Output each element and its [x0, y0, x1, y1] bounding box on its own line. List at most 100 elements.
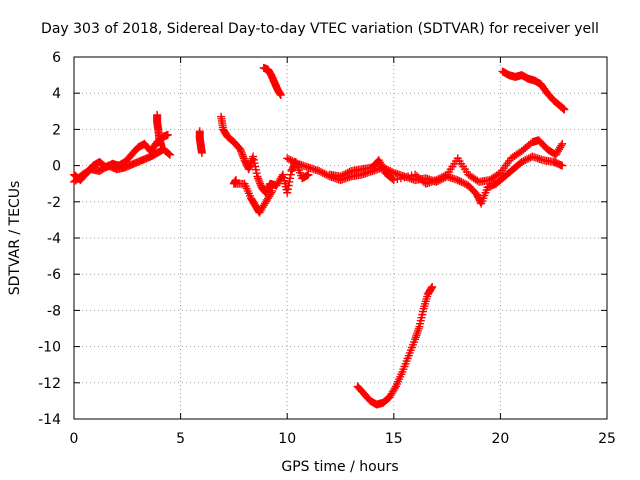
data-point — [345, 167, 354, 176]
data-point — [255, 177, 264, 186]
data-point — [254, 174, 263, 183]
y-tick-label: 4 — [52, 86, 61, 102]
x-tick-label: 25 — [598, 431, 616, 447]
data-point — [163, 130, 172, 139]
y-tick-label: -14 — [38, 412, 61, 428]
data-point — [238, 150, 247, 159]
data-point — [336, 172, 345, 181]
x-tick-label: 20 — [491, 431, 509, 447]
data-point — [276, 91, 285, 100]
y-tick-label: 6 — [52, 50, 61, 66]
data-point — [286, 170, 295, 179]
y-tick-label: -10 — [38, 340, 61, 356]
data-point — [283, 154, 292, 163]
data-point — [434, 175, 443, 184]
series-track-9h-high — [259, 63, 285, 100]
y-tick-label: -4 — [47, 231, 61, 247]
data-point — [165, 150, 174, 159]
data-point — [283, 188, 292, 197]
chart-title: Day 303 of 2018, Sidereal Day-to-day VTE… — [41, 21, 599, 37]
data-point — [237, 147, 246, 156]
series-track-6h — [195, 127, 206, 157]
data-point — [340, 170, 349, 179]
data-point — [557, 141, 566, 150]
data-point — [286, 174, 295, 183]
data-point — [254, 176, 263, 185]
data-point — [453, 176, 462, 185]
series-track-early-b — [70, 145, 174, 186]
data-point — [315, 167, 324, 176]
y-tick-label: 0 — [52, 159, 61, 175]
data-point — [519, 157, 528, 166]
y-tick-label: 2 — [52, 122, 61, 138]
series-track-early-spikes — [153, 110, 166, 150]
data-point — [239, 152, 248, 161]
data-point — [292, 158, 301, 167]
data-point — [286, 156, 295, 165]
x-tick-label: 0 — [70, 431, 79, 447]
data-point — [389, 176, 398, 185]
data-point — [428, 282, 437, 291]
data-point — [494, 170, 503, 179]
data-point — [523, 155, 532, 164]
data-point — [432, 176, 441, 185]
data-point — [396, 174, 405, 183]
data-point — [341, 169, 350, 178]
data-point — [524, 154, 533, 163]
data-point — [268, 186, 277, 195]
data-point — [390, 384, 399, 393]
data-point — [320, 169, 329, 178]
data-point — [558, 139, 567, 148]
data-point — [277, 172, 286, 181]
x-tick-label: 10 — [278, 431, 296, 447]
data-point — [164, 149, 173, 158]
grid-lines — [74, 57, 607, 419]
data-point — [404, 172, 413, 181]
data-point — [284, 181, 293, 190]
data-point — [256, 179, 265, 188]
y-tick-label: -12 — [38, 376, 61, 392]
data-point — [304, 170, 313, 179]
data-point — [316, 167, 325, 176]
data-point — [521, 156, 530, 165]
data-point — [460, 179, 469, 188]
data-point — [400, 173, 409, 182]
data-point — [236, 145, 245, 154]
data-point — [253, 172, 262, 181]
data-point — [459, 178, 468, 187]
data-point — [318, 168, 327, 177]
data-point — [157, 141, 166, 150]
data-point — [455, 176, 464, 185]
data-points — [70, 63, 569, 409]
data-point — [560, 105, 569, 114]
data-point — [517, 157, 526, 166]
data-point — [284, 155, 293, 164]
y-tick-label: -8 — [47, 303, 61, 319]
series-track-deep — [353, 282, 437, 409]
data-point — [267, 188, 276, 197]
data-point — [393, 175, 402, 184]
data-point — [427, 284, 436, 293]
x-tick-label: 15 — [385, 431, 403, 447]
data-point — [343, 168, 352, 177]
x-axis-label: GPS time / hours — [281, 459, 398, 475]
data-point — [237, 148, 246, 157]
y-axis-label: SDTVAR / TECUs — [7, 181, 23, 296]
data-point — [441, 171, 450, 180]
series-track-20h-high — [498, 67, 569, 114]
data-point — [558, 161, 567, 170]
series-track-mid-b — [325, 136, 567, 188]
data-point — [283, 185, 292, 194]
series-track-7h-scatter — [229, 176, 277, 217]
data-point — [435, 174, 444, 183]
plot-frame — [73, 56, 608, 420]
y-tick-label: -6 — [47, 267, 61, 283]
y-tick-label: -2 — [47, 195, 61, 211]
series-track-7h — [217, 112, 313, 197]
data-point — [285, 177, 294, 186]
x-tick-label: 5 — [176, 431, 185, 447]
data-point — [338, 171, 347, 180]
data-point — [290, 157, 299, 166]
data-point — [457, 177, 466, 186]
